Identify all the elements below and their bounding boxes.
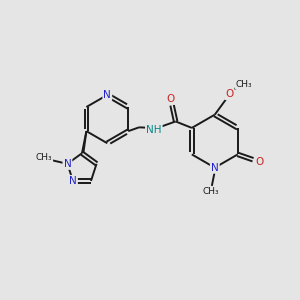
Text: N: N	[103, 90, 111, 100]
Text: O: O	[167, 94, 175, 104]
Text: O: O	[225, 89, 234, 99]
Text: CH₃: CH₃	[203, 187, 220, 196]
Text: CH₃: CH₃	[236, 80, 253, 88]
Text: NH: NH	[146, 125, 162, 135]
Text: N: N	[64, 159, 71, 169]
Text: CH₃: CH₃	[35, 153, 52, 162]
Text: N: N	[211, 163, 219, 173]
Text: N: N	[69, 176, 77, 186]
Text: O: O	[255, 157, 264, 167]
